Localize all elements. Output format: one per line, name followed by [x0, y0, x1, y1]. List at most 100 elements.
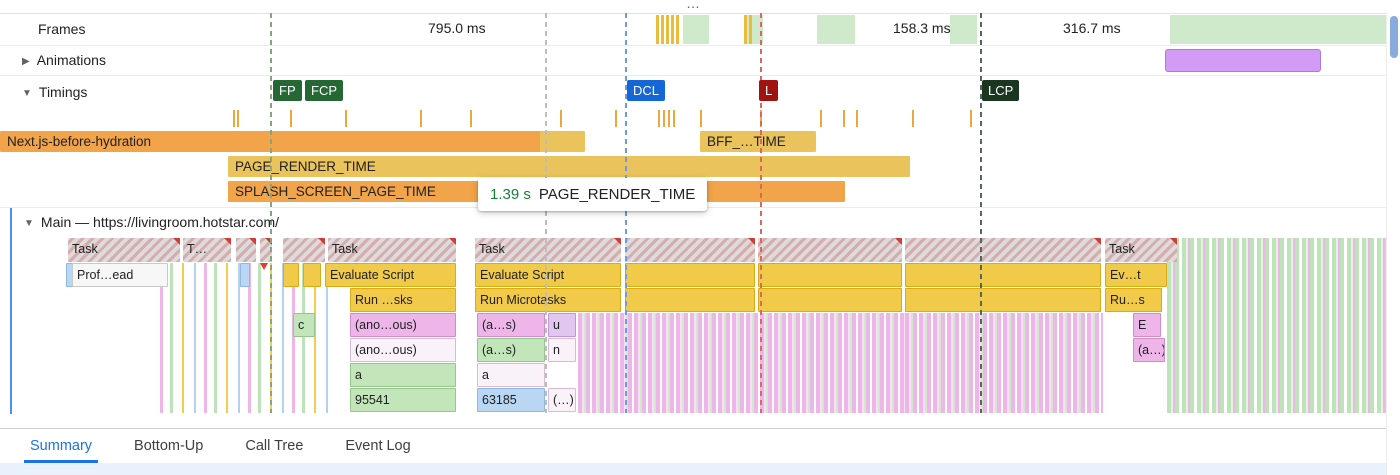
task-block[interactable] [260, 238, 272, 262]
flame-block[interactable] [303, 263, 321, 287]
vertical-scrollbar[interactable] [1386, 13, 1400, 475]
flame-block[interactable]: (…) [548, 388, 576, 412]
flame-block[interactable]: Run Microtasks [475, 288, 621, 312]
flame-block[interactable]: c [293, 313, 315, 337]
row-divider [0, 75, 1386, 76]
timings-track-label-text: Timings [38, 84, 88, 100]
task-block[interactable]: Task [68, 238, 180, 262]
timing-marker-badge-fcp[interactable]: FCP [305, 80, 343, 101]
frame-duration-label: 795.0 ms [428, 20, 486, 36]
task-block[interactable]: Task [475, 238, 621, 262]
tab-bottom-up[interactable]: Bottom-Up [134, 438, 204, 454]
animation-bar[interactable] [1165, 49, 1321, 72]
task-block[interactable]: Task [328, 238, 456, 262]
flame-block[interactable]: E [1133, 313, 1161, 337]
frame-block[interactable] [683, 15, 709, 44]
animations-track-label-text: Animations [36, 52, 106, 68]
tab-call-tree[interactable]: Call Tree [245, 438, 304, 454]
tab-event-log[interactable]: Event Log [345, 438, 411, 454]
flame-block[interactable]: Evaluate Script [475, 263, 621, 287]
flame-block[interactable] [905, 288, 1101, 312]
flame-block[interactable]: Ev…t [1105, 263, 1167, 287]
event-tick [658, 110, 660, 127]
animations-expand-arrow[interactable]: ▶ [22, 56, 30, 67]
event-tick [233, 110, 235, 127]
user-timing-bar[interactable]: Next.js-before-hydration [0, 131, 585, 152]
frame-block[interactable] [1170, 15, 1389, 44]
event-tick [420, 110, 422, 127]
event-tick [237, 110, 239, 127]
event-tick [345, 110, 347, 127]
partial-frame-tick [676, 15, 679, 44]
marker-guide-line [545, 13, 547, 413]
timing-marker-badge-lcp[interactable]: LCP [982, 80, 1020, 101]
flame-texture-mid2 [905, 313, 1103, 413]
flame-block[interactable]: 63185 [477, 388, 545, 412]
tooltip-duration: 1.39 s [490, 186, 531, 203]
event-tick [673, 110, 675, 127]
timing-marker-badge-l[interactable]: L [759, 80, 779, 101]
task-block[interactable] [283, 238, 325, 262]
flame-block[interactable]: Prof…ead [72, 263, 168, 287]
main-track-label: ▼ Main — https://livingroom.hotstar.com/ [24, 214, 279, 230]
flame-block[interactable]: a [350, 363, 456, 387]
flame-block[interactable]: (a…s) [477, 338, 545, 362]
main-track-label-text: Main — https://livingroom.hotstar.com/ [40, 214, 279, 230]
flame-block[interactable]: (a…s) [477, 313, 545, 337]
flame-block[interactable] [625, 263, 755, 287]
flame-block[interactable]: a [477, 363, 545, 387]
flame-block[interactable] [625, 288, 755, 312]
timings-collapse-arrow[interactable]: ▼ [22, 88, 32, 99]
timing-marker-badge-dcl[interactable]: DCL [627, 80, 666, 101]
timing-marker-badge-fp[interactable]: FP [273, 80, 302, 101]
user-timing-bar[interactable]: BFF_…TIME [700, 131, 816, 152]
marker-guide-line [625, 13, 627, 413]
panel-drag-handle[interactable]: … [0, 0, 1386, 14]
flame-block[interactable]: (a…) [1133, 338, 1165, 362]
main-collapse-arrow[interactable]: ▼ [24, 218, 34, 229]
frame-block[interactable] [817, 15, 855, 44]
frame-block[interactable] [950, 15, 977, 44]
scrollbar-thumb[interactable] [1390, 16, 1398, 58]
drag-handle-dots-icon: … [686, 0, 700, 11]
frames-track-label-text: Frames [38, 21, 86, 37]
flame-block[interactable]: Run …sks [350, 288, 456, 312]
timing-tooltip: 1.39 s PAGE_RENDER_TIME [478, 178, 708, 211]
flame-block[interactable]: Evaluate Script [325, 263, 456, 287]
task-block[interactable] [905, 238, 1101, 262]
task-block[interactable] [758, 238, 902, 262]
event-tick [615, 110, 617, 127]
main-track-selection-accent [10, 208, 12, 414]
partial-frame-tick [744, 15, 747, 44]
event-tick [820, 110, 822, 127]
frames-track-label: Frames [38, 21, 85, 37]
marker-guide-line [760, 13, 762, 413]
flame-block[interactable] [905, 263, 1101, 287]
flame-block[interactable] [758, 263, 902, 287]
event-tick [843, 110, 845, 127]
partial-frame-tick [661, 15, 664, 44]
task-block[interactable] [236, 238, 256, 262]
flame-block[interactable] [283, 263, 299, 287]
flame-block[interactable] [758, 288, 902, 312]
event-tick [668, 110, 670, 127]
task-block[interactable]: Task [1105, 238, 1177, 262]
tab-summary[interactable]: Summary [23, 429, 99, 463]
task-block[interactable] [625, 238, 755, 262]
event-tick [912, 110, 914, 127]
tooltip-label: PAGE_RENDER_TIME [538, 186, 696, 203]
flame-block[interactable]: Ru…s [1105, 288, 1162, 312]
user-timing-bar[interactable]: PAGE_RENDER_TIME [228, 156, 910, 177]
flame-block[interactable]: (ano…ous) [350, 313, 456, 337]
marker-guide-line [980, 13, 982, 413]
flame-block[interactable]: 95541 [350, 388, 456, 412]
flame-texture-left [160, 263, 330, 413]
flame-block[interactable]: n [548, 338, 576, 362]
event-tick [856, 110, 858, 127]
partial-frame-tick [656, 15, 659, 44]
event-tick [970, 110, 972, 127]
flame-block[interactable]: (ano…ous) [350, 338, 456, 362]
flame-block[interactable] [240, 263, 250, 287]
flame-block[interactable]: u [548, 313, 576, 337]
task-block[interactable]: T… [183, 238, 231, 262]
